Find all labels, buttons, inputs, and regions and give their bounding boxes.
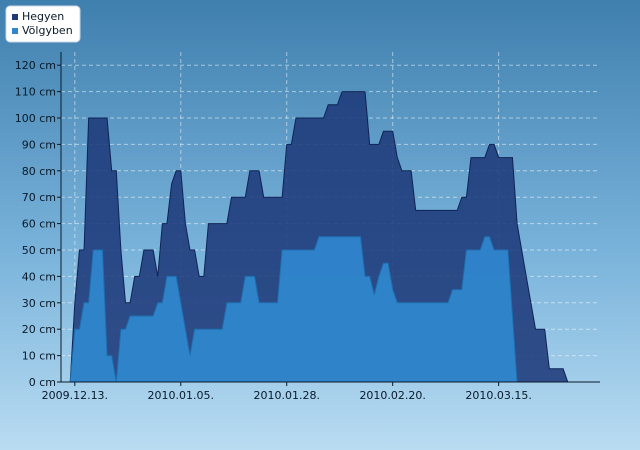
y-tick-label: 10 cm	[22, 350, 56, 363]
series-area-volgyben	[61, 236, 568, 382]
y-tick-label: 110 cm	[15, 86, 56, 99]
series-areas	[61, 91, 569, 383]
x-tick-label: 2010.03.15.	[465, 389, 531, 402]
x-tick-label: 2010.02.20.	[359, 389, 425, 402]
x-tick-label: 2010.01.28.	[253, 389, 319, 402]
y-tick-label: 120 cm	[15, 59, 56, 72]
y-tick-label: 100 cm	[15, 112, 56, 125]
x-tick-label: 2009.12.13.	[42, 389, 108, 402]
y-tick-label: 70 cm	[22, 191, 56, 204]
y-tick-label: 0 cm	[29, 376, 56, 389]
x-tick-labels: 2009.12.13. 2010.01.05. 2010.01.28. 2010.02…	[42, 382, 532, 402]
x-tick-label: 2010.01.05.	[148, 389, 214, 402]
y-tick-label: 20 cm	[22, 323, 56, 336]
y-tick-label: 80 cm	[22, 165, 56, 178]
y-tick-labels: 0 cm 10 cm 20 cm 30 cm 40 cm 50 cm 60 cm 70 cm 8…	[15, 59, 61, 389]
y-tick-label: 30 cm	[22, 297, 56, 310]
legend-swatch-volgyben	[12, 28, 18, 34]
legend-swatch-hegyen	[12, 14, 18, 20]
legend-label-volgyben: Völgyben	[22, 24, 73, 37]
axes	[60, 52, 600, 383]
y-tick-label: 60 cm	[22, 218, 56, 231]
series-line-hegyen	[61, 91, 569, 383]
y-tick-label: 50 cm	[22, 244, 56, 257]
legend-box	[5, 5, 81, 43]
legend-label-hegyen: Hegyen	[22, 10, 64, 23]
legend: Hegyen Völgyben	[5, 5, 81, 43]
y-tick-label: 40 cm	[22, 270, 56, 283]
y-tick-label: 90 cm	[22, 138, 56, 151]
series-line-volgyben	[61, 236, 568, 383]
